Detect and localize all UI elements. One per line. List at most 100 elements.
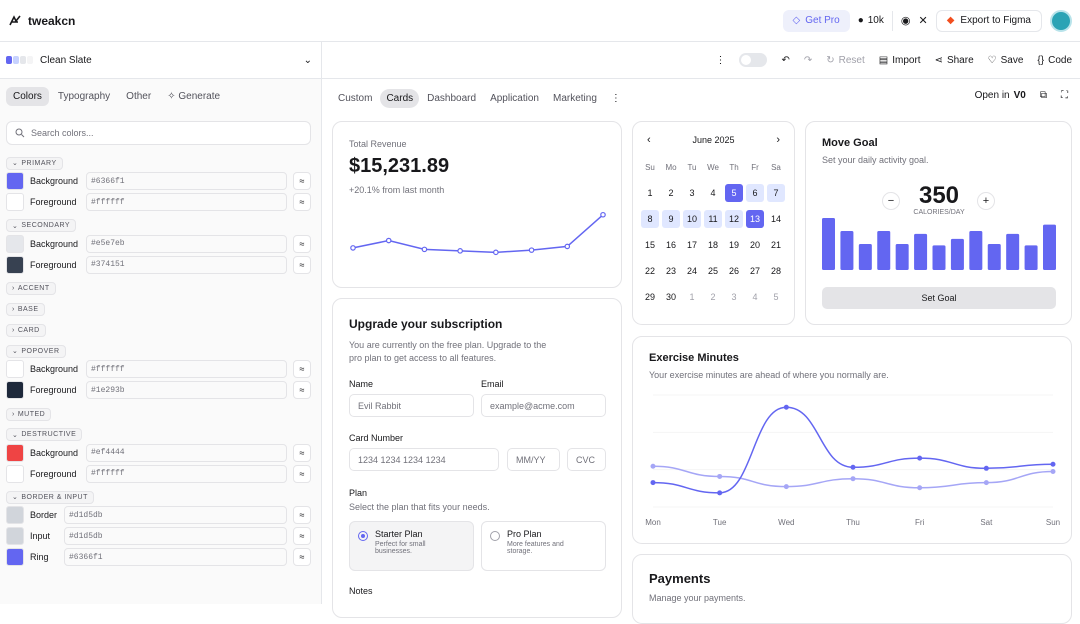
color-value-input[interactable]: #6366f1 bbox=[64, 548, 287, 566]
color-swatch[interactable] bbox=[6, 172, 24, 190]
color-group-header[interactable]: ⌄ DESTRUCTIVE bbox=[6, 428, 83, 441]
link-icon[interactable]: ≈ bbox=[293, 360, 311, 378]
minus-button[interactable]: − bbox=[882, 192, 900, 210]
search-colors-input[interactable]: Search colors... bbox=[6, 121, 311, 145]
expiry-input[interactable]: MM/YY bbox=[507, 448, 560, 471]
plan-option-starter[interactable]: Starter Plan Perfect for small businesse… bbox=[349, 521, 474, 571]
link-icon[interactable]: ≈ bbox=[293, 443, 311, 462]
calendar-day[interactable]: 2 bbox=[710, 292, 716, 302]
color-value-input[interactable]: #d1d5db bbox=[64, 506, 287, 524]
calendar-day[interactable]: 25 bbox=[707, 266, 718, 276]
code-button[interactable]: {} Code bbox=[1037, 55, 1072, 66]
calendar-day[interactable]: 29 bbox=[644, 292, 655, 302]
color-group-header[interactable]: ⌄ PRIMARY bbox=[6, 156, 63, 170]
color-value-input[interactable]: #1e293b bbox=[86, 381, 287, 399]
calendar-day[interactable]: 17 bbox=[686, 240, 697, 250]
calendar-day[interactable]: 7 bbox=[767, 184, 785, 202]
calendar-day[interactable]: 9 bbox=[662, 210, 680, 228]
undo-icon[interactable]: ↶ bbox=[781, 54, 790, 66]
chevron-right-icon[interactable]: › bbox=[776, 134, 780, 146]
calendar-day[interactable]: 5 bbox=[725, 184, 743, 202]
tab-application[interactable]: Application bbox=[490, 93, 539, 104]
plus-button[interactable]: + bbox=[977, 192, 995, 210]
email-input[interactable]: example@acme.com bbox=[481, 394, 606, 417]
calendar-day[interactable]: 24 bbox=[686, 266, 697, 276]
calendar-day[interactable]: 5 bbox=[773, 292, 779, 302]
calendar-day[interactable]: 14 bbox=[770, 214, 781, 224]
more-icon[interactable]: ⋮ bbox=[715, 54, 726, 66]
more-icon[interactable]: ⋮ bbox=[610, 93, 621, 104]
fullscreen-icon[interactable]: ⛶ bbox=[1061, 90, 1068, 101]
color-group-header[interactable]: › ACCENT bbox=[6, 282, 56, 295]
discord-icon[interactable]: ◉ bbox=[900, 15, 911, 27]
share-button[interactable]: ⋖ Share bbox=[935, 55, 974, 66]
link-icon[interactable]: ≈ bbox=[293, 464, 311, 483]
color-group-header[interactable]: ⌄ SECONDARY bbox=[6, 219, 77, 232]
calendar-day[interactable]: 6 bbox=[746, 184, 764, 202]
calendar-day[interactable]: 19 bbox=[728, 240, 739, 250]
calendar-day[interactable]: 2 bbox=[668, 188, 674, 198]
color-value-input[interactable]: #e5e7eb bbox=[86, 234, 287, 253]
export-figma-button[interactable]: ◆ Export to Figma bbox=[935, 9, 1042, 32]
calendar-day[interactable]: 21 bbox=[770, 240, 781, 250]
tab-typography[interactable]: Typography bbox=[57, 91, 111, 102]
tab-other[interactable]: Other bbox=[126, 91, 152, 102]
tab-colors[interactable]: Colors bbox=[6, 87, 49, 106]
github-link[interactable]: ● 10k bbox=[858, 15, 884, 26]
card-number-input[interactable]: 1234 1234 1234 1234 bbox=[349, 448, 499, 471]
color-group-header[interactable]: › MUTED bbox=[6, 407, 52, 421]
plan-option-pro[interactable]: Pro Plan More features and storage. bbox=[481, 521, 606, 571]
color-value-input[interactable]: #374151 bbox=[86, 255, 287, 274]
tab-dashboard[interactable]: Dashboard bbox=[427, 93, 477, 104]
tab-marketing[interactable]: Marketing bbox=[552, 93, 597, 104]
calendar-day[interactable]: 4 bbox=[752, 292, 758, 302]
calendar-day[interactable]: 13 bbox=[746, 210, 764, 228]
color-value-input[interactable]: #ffffff bbox=[86, 193, 287, 211]
color-swatch[interactable] bbox=[6, 255, 24, 274]
color-swatch[interactable] bbox=[6, 234, 24, 253]
link-icon[interactable]: ≈ bbox=[293, 193, 311, 211]
cvc-input[interactable]: CVC bbox=[567, 448, 606, 471]
color-value-input[interactable]: #ffffff bbox=[86, 464, 287, 483]
color-value-input[interactable]: #ffffff bbox=[86, 360, 287, 378]
get-pro-button[interactable]: ◇ Get Pro bbox=[782, 9, 850, 32]
dark-mode-toggle[interactable] bbox=[739, 53, 768, 67]
save-button[interactable]: ♡ Save bbox=[988, 55, 1024, 66]
link-icon[interactable]: ≈ bbox=[293, 527, 311, 545]
link-icon[interactable]: ≈ bbox=[293, 548, 311, 566]
app-logo[interactable]: tweakcn bbox=[8, 14, 75, 28]
color-group-header[interactable]: › BASE bbox=[6, 303, 45, 316]
calendar-day[interactable]: 27 bbox=[749, 266, 760, 276]
color-group-header[interactable]: › CARD bbox=[6, 324, 46, 337]
chevron-left-icon[interactable]: ‹ bbox=[647, 134, 651, 146]
calendar-day[interactable]: 1 bbox=[689, 292, 695, 302]
open-in-button[interactable]: Open in V0 bbox=[975, 90, 1026, 101]
calendar-day[interactable]: 20 bbox=[749, 240, 760, 250]
color-value-input[interactable]: #ef4444 bbox=[86, 443, 287, 462]
redo-icon[interactable]: ↷ bbox=[803, 54, 813, 66]
edit-icon[interactable]: ⧉ bbox=[1039, 90, 1047, 101]
calendar-day[interactable]: 26 bbox=[728, 266, 739, 276]
color-swatch[interactable] bbox=[6, 548, 24, 566]
calendar-day[interactable]: 12 bbox=[725, 210, 743, 228]
calendar-day[interactable]: 23 bbox=[665, 266, 676, 276]
tab-cards[interactable]: Cards bbox=[380, 89, 420, 108]
calendar-day[interactable]: 22 bbox=[644, 266, 655, 276]
link-icon[interactable]: ≈ bbox=[293, 381, 311, 399]
calendar-day[interactable]: 8 bbox=[641, 210, 659, 228]
color-swatch[interactable] bbox=[6, 193, 24, 211]
color-swatch[interactable] bbox=[6, 443, 24, 462]
theme-select[interactable]: Clean Slate ⌄ bbox=[6, 42, 312, 78]
color-swatch[interactable] bbox=[6, 464, 24, 483]
color-swatch[interactable] bbox=[6, 506, 24, 524]
calendar-day[interactable]: 15 bbox=[644, 240, 655, 250]
link-icon[interactable]: ≈ bbox=[293, 234, 311, 253]
color-swatch[interactable] bbox=[6, 381, 24, 399]
color-swatch[interactable] bbox=[6, 527, 24, 545]
calendar-day[interactable]: 10 bbox=[683, 210, 701, 228]
calendar-day[interactable]: 4 bbox=[710, 188, 716, 198]
calendar-day[interactable]: 30 bbox=[665, 292, 676, 302]
link-icon[interactable]: ≈ bbox=[293, 506, 311, 524]
color-group-header[interactable]: ⌄ POPOVER bbox=[6, 344, 66, 358]
calendar-day[interactable]: 18 bbox=[707, 240, 718, 250]
